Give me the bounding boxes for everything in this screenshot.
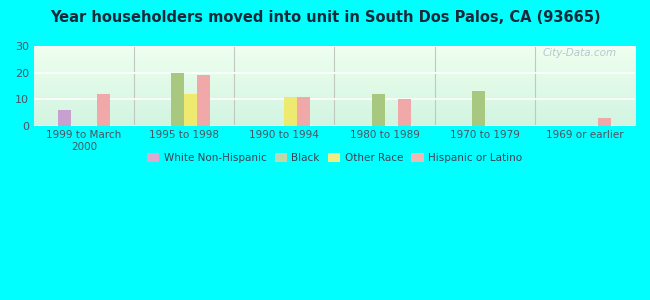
Bar [398, 100, 411, 126]
Text: Year householders moved into unit in South Dos Palos, CA (93665): Year householders moved into unit in Sou… [49, 11, 601, 26]
Bar [298, 97, 311, 126]
Bar [197, 75, 211, 126]
Bar [58, 110, 71, 126]
Bar [372, 94, 385, 126]
Text: City-Data.com: City-Data.com [543, 48, 617, 59]
Bar [598, 118, 611, 126]
Bar [472, 92, 485, 126]
Legend: White Non-Hispanic, Black, Other Race, Hispanic or Latino: White Non-Hispanic, Black, Other Race, H… [143, 149, 526, 168]
Bar [97, 94, 110, 126]
Bar [171, 73, 184, 126]
Bar [184, 94, 197, 126]
Bar [285, 97, 298, 126]
